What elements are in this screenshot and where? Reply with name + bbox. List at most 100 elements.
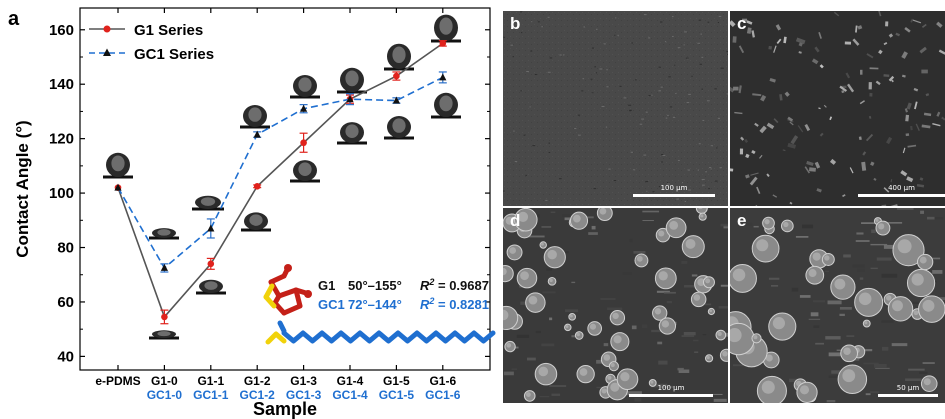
sem-debris [723, 224, 728, 229]
sem-particle-highlight [700, 214, 704, 218]
sem-particle-highlight [603, 354, 611, 361]
sem-flake [814, 161, 821, 169]
sem-debris [871, 229, 876, 234]
sem-flake [912, 19, 922, 24]
sem-speck [605, 126, 608, 128]
sem-particle-highlight [698, 208, 703, 210]
sem-debris [795, 236, 809, 238]
sem-speck [520, 11, 523, 13]
sem-flake [842, 194, 846, 198]
sem-speck [583, 26, 586, 28]
sem-debris [874, 363, 887, 368]
sem-debris [654, 224, 659, 228]
legend-g1-label: G1 Series [134, 22, 203, 39]
sem-speck [648, 95, 651, 97]
gc1-data-point [114, 183, 122, 191]
droplet-highlight [298, 162, 312, 177]
x-tick-label-secondary: GC1-4 [332, 388, 368, 402]
sem-flake [760, 94, 767, 102]
sem-flake [730, 20, 736, 28]
sem-flake [919, 177, 924, 181]
sem-debris [693, 339, 699, 342]
fit-gc1-r2-symbol: R2 [420, 296, 434, 312]
sem-debris [768, 277, 780, 280]
sem-flake [819, 132, 824, 137]
sem-debris [869, 391, 880, 393]
sem-debris [704, 303, 712, 306]
sem-debris [642, 210, 660, 213]
sem-speck [688, 93, 691, 95]
g1-data-point [161, 313, 168, 321]
sem-flake [768, 45, 773, 50]
sem-particle-highlight [549, 278, 553, 283]
water-droplet [337, 122, 367, 145]
sem-flake [829, 116, 833, 121]
sem-particle-highlight [538, 366, 549, 377]
sem-speck [645, 181, 649, 183]
sem-debris [625, 391, 642, 396]
sem-speck [578, 134, 581, 136]
sem-flake [795, 37, 806, 45]
sem-debris [821, 229, 827, 233]
sem-debris [713, 393, 723, 395]
sem-debris [677, 367, 684, 371]
sem-debris [722, 253, 728, 256]
series-layer [114, 40, 447, 325]
sem-flake [891, 79, 894, 83]
sem-flake [859, 100, 865, 105]
sem-debris [514, 346, 519, 349]
x-tick-label-secondary: GC1-1 [193, 388, 229, 402]
sem-debris [546, 268, 553, 271]
sem-particle-highlight [732, 268, 746, 282]
fit-g1-r2-symbol: R2 [420, 277, 434, 293]
sem-speck [548, 151, 551, 153]
sem-speck [718, 15, 722, 17]
sem-speck [548, 142, 550, 144]
gc1-series-line [117, 76, 444, 270]
sem-flake [766, 122, 775, 130]
sem-speck [643, 154, 647, 156]
sem-b-scale-label: 100 µm [660, 184, 688, 192]
sem-e-scale-label: 50 µm [896, 384, 920, 392]
sem-flake [941, 116, 945, 121]
sem-flake [866, 53, 874, 59]
sem-debris [634, 397, 642, 402]
sem-particle-highlight [650, 380, 654, 384]
sem-debris [856, 232, 864, 235]
sem-flake [847, 83, 855, 93]
sem-speck [675, 92, 677, 94]
sem-speck [619, 85, 622, 87]
sem-speck [701, 178, 705, 180]
sem-flake [865, 133, 874, 142]
sem-debris [815, 342, 825, 345]
g1-data-point [207, 260, 215, 268]
sem-flake [756, 186, 761, 194]
sem-flake [938, 49, 945, 55]
sem-flake [906, 102, 912, 110]
sem-debris [582, 216, 594, 219]
sem-particle-highlight [520, 271, 529, 281]
sem-speck [614, 34, 616, 36]
sem-particle-highlight [528, 295, 538, 305]
sem-speck [700, 33, 703, 35]
sem-flake [738, 45, 745, 54]
x-tick-label: G1-2 [244, 374, 271, 388]
sem-speck [660, 21, 663, 23]
sem-particle-highlight [636, 255, 643, 262]
sem-particle-highlight [843, 347, 851, 355]
sem-debris [535, 330, 541, 334]
sem-debris [855, 240, 870, 242]
sem-debris [641, 324, 648, 328]
legend-gc1-label: GC1 Series [134, 46, 214, 63]
sem-debris [856, 268, 866, 272]
sem-speck [658, 66, 661, 68]
sem-debris [681, 335, 695, 338]
sem-debris [825, 336, 841, 340]
sem-flake [857, 25, 863, 30]
gc1-chain-icon [265, 320, 496, 345]
sem-flake [784, 91, 790, 97]
sem-particle-highlight [764, 219, 770, 225]
sem-flake [888, 33, 894, 38]
water-droplet [103, 152, 133, 179]
water-droplet [240, 105, 270, 129]
